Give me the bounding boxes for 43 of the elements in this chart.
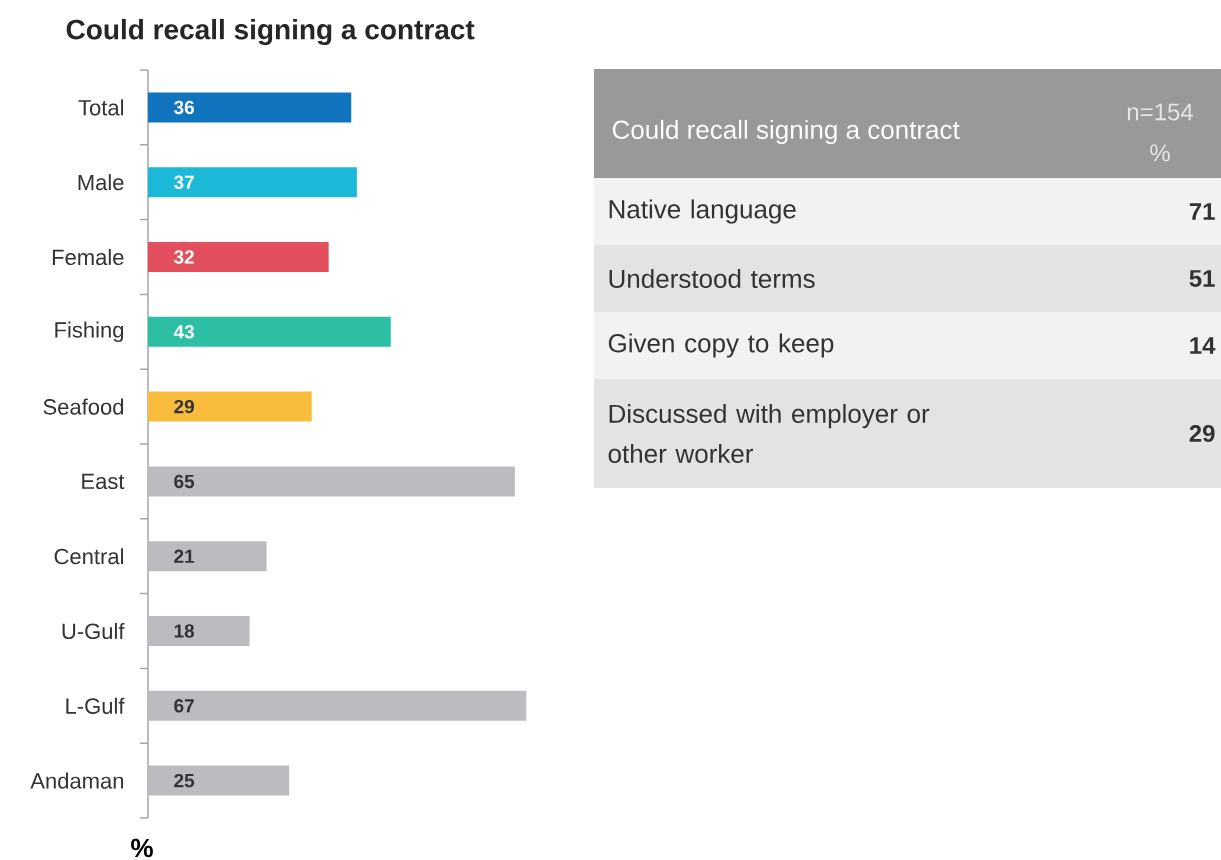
- text: n=154: [1127, 103, 1193, 121]
- bar: [148, 241, 329, 272]
- y-tick-label: Male: [78, 173, 124, 191]
- bar: [148, 391, 312, 422]
- y-tick-label: Central: [54, 547, 123, 565]
- bar: [148, 690, 527, 721]
- bar: [148, 615, 250, 646]
- category-label: Discussed with employer or other worker: [608, 403, 930, 463]
- category-label: Native language: [609, 199, 796, 224]
- data-label: 65: [174, 474, 195, 488]
- data-label: 37: [173, 175, 194, 189]
- data-label: 25: [174, 773, 195, 788]
- data-label: 21: [174, 549, 195, 563]
- data-label: 14: [1190, 337, 1216, 354]
- x-axis-title: %: [131, 838, 153, 857]
- y-tick-label: Andaman: [30, 772, 124, 789]
- y-tick-label: U-Gulf: [62, 622, 125, 639]
- category-label: Given copy to keep: [608, 333, 834, 358]
- data-label: 29: [1189, 424, 1215, 442]
- y-tick-label: Fishing: [55, 321, 124, 342]
- bar: [148, 466, 515, 497]
- data-label: 71: [1189, 203, 1215, 220]
- bar: [148, 166, 357, 197]
- category-label: Understood terms: [609, 268, 815, 288]
- text: Could recall signing a contract: [612, 119, 960, 144]
- y-tick-label: Female: [52, 248, 124, 265]
- y-tick-label: L-Gulf: [66, 697, 125, 714]
- data-label: 43: [173, 324, 194, 339]
- data-label: 18: [174, 624, 195, 638]
- bar: [148, 92, 352, 123]
- data-label: 51: [1189, 269, 1215, 287]
- y-tick-label: Seafood: [43, 398, 124, 415]
- data-label: 32: [173, 250, 194, 264]
- data-label: 36: [173, 100, 194, 114]
- bar: [148, 765, 290, 796]
- data-label: 29: [174, 399, 194, 414]
- bar: [148, 316, 391, 347]
- text: %: [1150, 144, 1170, 162]
- y-tick-label: Total: [78, 99, 124, 116]
- chart-title: Could recall signing a contract: [66, 18, 475, 45]
- data-label: 67: [174, 698, 194, 713]
- bar: [148, 540, 267, 571]
- y-tick-label: East: [82, 473, 125, 489]
